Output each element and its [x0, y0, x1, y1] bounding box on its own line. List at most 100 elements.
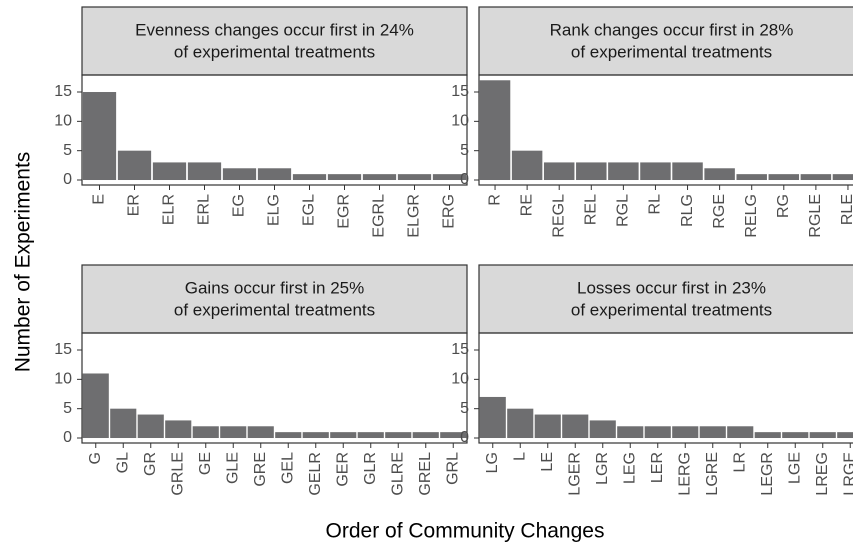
- bar: [507, 408, 534, 439]
- bar: [543, 162, 575, 181]
- x-tick-label: GRL: [444, 452, 461, 485]
- panel-border: [478, 74, 853, 186]
- x-tick-label: G: [87, 452, 104, 464]
- y-tick-label: 5: [63, 142, 72, 159]
- bar: [275, 432, 302, 439]
- x-tick-label: LGR: [594, 452, 611, 485]
- x-tick-label: RGLE: [807, 194, 824, 238]
- y-tick-label: 5: [460, 400, 469, 417]
- bar: [608, 162, 639, 181]
- bar: [511, 150, 543, 181]
- bar: [576, 162, 607, 181]
- x-tick-label: LR: [731, 452, 748, 472]
- x-tick-label: E: [91, 194, 108, 205]
- bar: [82, 92, 117, 181]
- bar: [837, 432, 853, 439]
- x-tick-label: R: [486, 194, 503, 206]
- y-tick-label: 5: [460, 142, 469, 159]
- bar: [192, 426, 219, 439]
- bar: [327, 174, 362, 181]
- strip: [478, 6, 853, 76]
- y-tick-label: 15: [451, 341, 469, 358]
- x-tick-label: GRE: [252, 452, 269, 487]
- bar: [222, 168, 257, 181]
- x-tick-label: LG: [484, 452, 501, 473]
- bar: [809, 432, 836, 439]
- x-tick-label: GER: [334, 452, 351, 487]
- panel-border: [81, 332, 468, 444]
- bar: [302, 432, 329, 439]
- bar: [247, 426, 274, 439]
- y-tick-label: 15: [54, 341, 72, 358]
- x-tick-label: RLE: [839, 194, 853, 225]
- x-tick-label: GREL: [417, 452, 434, 496]
- bar: [257, 168, 292, 181]
- bar: [110, 408, 137, 439]
- bar: [736, 174, 767, 181]
- bar: [385, 432, 412, 439]
- bar: [534, 414, 561, 439]
- bar: [640, 162, 671, 181]
- x-tick-label: RL: [647, 194, 664, 215]
- x-tick-label: LGRE: [704, 452, 721, 496]
- panel-title: Rank changes occur first in 28%: [550, 20, 794, 39]
- x-tick-label: GLE: [224, 452, 241, 484]
- panel-title: Gains occur first in 25%: [185, 278, 365, 297]
- bar: [562, 414, 589, 439]
- y-tick-label: 10: [54, 371, 72, 388]
- x-tick-label: RGL: [615, 194, 632, 227]
- x-tick-label: EGL: [301, 194, 318, 226]
- bar: [617, 426, 644, 439]
- bar: [644, 426, 671, 439]
- x-tick-label: LGER: [566, 452, 583, 496]
- x-tick-label: LERG: [676, 452, 693, 496]
- y-tick-label: 15: [451, 83, 469, 100]
- bar: [479, 396, 506, 439]
- y-tick-label: 0: [460, 171, 469, 188]
- bar: [704, 168, 735, 181]
- bar: [672, 162, 703, 181]
- bar: [412, 432, 439, 439]
- x-tick-label: GEL: [279, 452, 296, 484]
- strip: [478, 264, 853, 334]
- panel-border: [81, 74, 468, 186]
- panel-title: of experimental treatments: [174, 42, 375, 61]
- panel-title: Evenness changes occur first in 24%: [135, 20, 414, 39]
- x-tick-label: LRGE: [841, 452, 853, 496]
- bar: [672, 426, 699, 439]
- x-tick-label: RE: [518, 194, 535, 216]
- bar: [832, 174, 853, 181]
- bar: [432, 174, 467, 181]
- x-tick-label: ERG: [441, 194, 458, 229]
- bar: [362, 174, 397, 181]
- x-tick-label: GL: [114, 452, 131, 473]
- bar: [165, 420, 192, 439]
- x-tick-label: GELR: [307, 452, 324, 496]
- bar: [754, 432, 781, 439]
- bar: [117, 150, 152, 181]
- x-tick-label: RG: [775, 194, 792, 218]
- bar: [800, 174, 832, 181]
- bar: [292, 174, 327, 181]
- y-tick-label: 15: [54, 83, 72, 100]
- x-tick-label: ERL: [196, 194, 213, 225]
- bar: [479, 80, 511, 181]
- y-tick-label: 5: [63, 400, 72, 417]
- x-tick-label: GE: [197, 452, 214, 475]
- bar: [220, 426, 247, 439]
- bar: [357, 432, 384, 439]
- bar: [330, 432, 357, 439]
- x-tick-label: EGRL: [371, 194, 388, 238]
- x-tick-label: GRLE: [169, 452, 186, 496]
- x-tick-label: LEG: [621, 452, 638, 484]
- y-tick-label: 0: [460, 429, 469, 446]
- x-tick-label: REL: [583, 194, 600, 225]
- bar: [82, 373, 109, 439]
- x-tick-label: GLRE: [389, 452, 406, 496]
- panel-border: [478, 332, 853, 444]
- x-tick-label: RLG: [679, 194, 696, 227]
- bar: [440, 432, 467, 439]
- bar: [187, 162, 222, 181]
- bar: [152, 162, 187, 181]
